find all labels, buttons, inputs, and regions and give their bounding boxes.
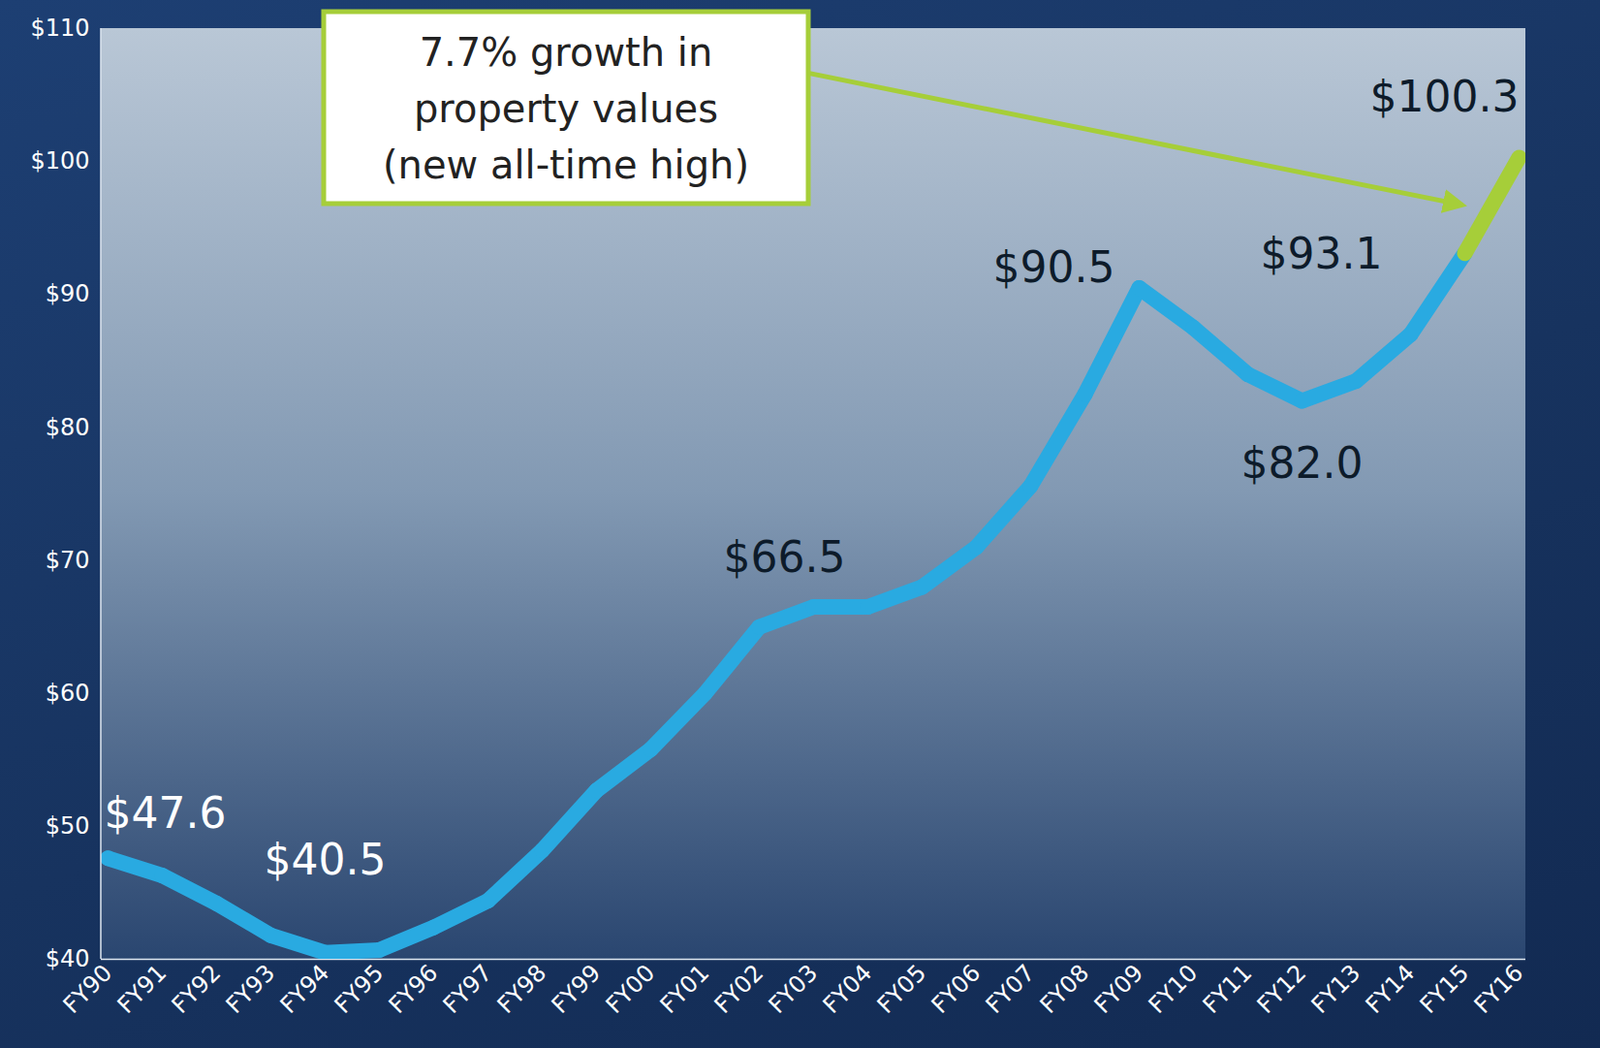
- svg-text:$40.5: $40.5: [264, 834, 387, 884]
- svg-text:FY06: FY06: [926, 958, 987, 1019]
- svg-text:FY98: FY98: [492, 958, 553, 1019]
- svg-text:FY08: FY08: [1035, 958, 1096, 1019]
- svg-text:FY03: FY03: [763, 958, 824, 1019]
- svg-text:FY92: FY92: [166, 958, 227, 1019]
- svg-text:FY97: FY97: [438, 958, 499, 1019]
- svg-text:FY90: FY90: [58, 958, 119, 1019]
- svg-text:$47.6: $47.6: [104, 787, 227, 838]
- svg-text:$90.5: $90.5: [993, 242, 1116, 292]
- svg-text:FY12: FY12: [1252, 958, 1313, 1019]
- svg-text:FY93: FY93: [220, 958, 282, 1019]
- svg-text:FY01: FY01: [655, 958, 716, 1019]
- svg-text:$110: $110: [30, 14, 90, 42]
- svg-text:FY07: FY07: [980, 958, 1041, 1019]
- svg-text:FY02: FY02: [709, 958, 770, 1019]
- svg-text:FY14: FY14: [1360, 958, 1421, 1019]
- svg-text:FY05: FY05: [872, 958, 933, 1019]
- svg-text:FY10: FY10: [1143, 958, 1204, 1019]
- svg-text:FY00: FY00: [600, 958, 661, 1019]
- svg-text:FY16: FY16: [1469, 958, 1530, 1019]
- svg-text:7.7% growth inproperty values(: 7.7% growth inproperty values(new all-ti…: [382, 30, 750, 188]
- svg-text:$80: $80: [45, 413, 91, 441]
- svg-text:FY94: FY94: [275, 958, 336, 1019]
- svg-text:$93.1: $93.1: [1260, 228, 1383, 279]
- svg-text:$100: $100: [30, 147, 90, 175]
- svg-text:FY96: FY96: [383, 958, 444, 1019]
- svg-text:FY04: FY04: [817, 958, 879, 1019]
- svg-text:$70: $70: [45, 546, 91, 574]
- svg-text:$60: $60: [45, 679, 91, 707]
- svg-text:$50: $50: [45, 812, 91, 840]
- svg-text:FY91: FY91: [112, 958, 173, 1019]
- svg-text:$40: $40: [45, 944, 91, 973]
- svg-text:FY99: FY99: [546, 958, 607, 1019]
- svg-text:$100.3: $100.3: [1370, 71, 1520, 122]
- svg-text:$66.5: $66.5: [723, 532, 847, 582]
- svg-text:FY13: FY13: [1306, 958, 1367, 1019]
- svg-text:FY11: FY11: [1197, 958, 1258, 1019]
- svg-text:FY15: FY15: [1414, 958, 1475, 1019]
- svg-text:FY09: FY09: [1089, 958, 1150, 1019]
- svg-text:FY95: FY95: [329, 958, 390, 1019]
- svg-text:$82.0: $82.0: [1241, 438, 1364, 488]
- svg-text:$90: $90: [45, 280, 91, 308]
